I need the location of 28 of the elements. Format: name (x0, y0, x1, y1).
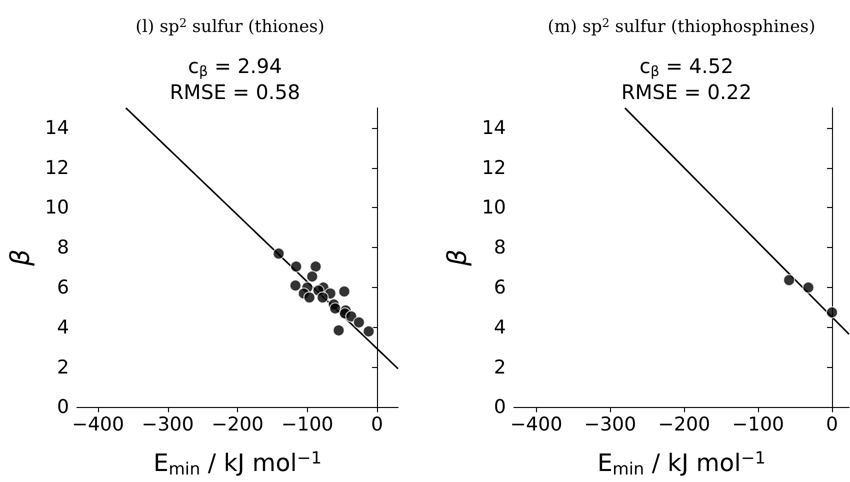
y-tick-label: 10 (482, 196, 506, 219)
x-tick-label: −400 (510, 414, 562, 436)
y-tick-label: 0 (494, 396, 506, 418)
y-tick-label: 2 (494, 356, 506, 378)
y-tick-label: 8 (494, 236, 506, 259)
x-tick-label: −300 (142, 414, 194, 436)
x-tick-label: −100 (732, 414, 784, 436)
y-tick-label: 10 (44, 196, 70, 219)
y-axis-title: β (442, 249, 473, 267)
x-tick-label: −300 (584, 414, 636, 436)
x-tick-label: −100 (281, 414, 334, 436)
x-tick-label: −400 (72, 414, 124, 436)
y-tick-label: 6 (494, 276, 506, 299)
x-tick-label: −200 (658, 414, 710, 436)
y-tick-label: 14 (44, 116, 70, 139)
x-tick-label: 0 (371, 414, 384, 436)
y-tick-label: 6 (56, 276, 70, 299)
y-tick-label: 0 (56, 396, 70, 418)
y-tick-label: 12 (482, 156, 506, 179)
y-tick-label: 2 (56, 356, 70, 378)
y-tick-label: 4 (494, 316, 506, 338)
x-tick-label: −200 (211, 414, 264, 436)
y-tick-label: 12 (44, 156, 70, 179)
y-tick-label: 14 (482, 116, 506, 139)
x-tick-label: 0 (826, 414, 838, 436)
y-tick-label: 4 (56, 316, 70, 338)
y-tick-label: 8 (56, 236, 70, 259)
y-axis-title: β (6, 249, 36, 267)
